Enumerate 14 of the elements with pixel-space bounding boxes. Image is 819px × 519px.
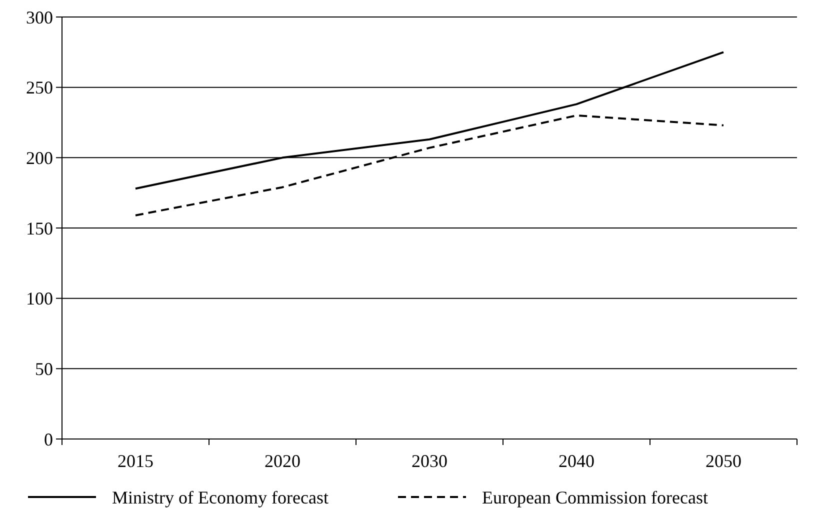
y-tick-label: 50: [35, 358, 53, 379]
y-tick-label: 150: [26, 218, 53, 238]
y-tick-label: 200: [26, 148, 53, 168]
y-tick-label: 250: [26, 78, 53, 98]
x-tick-label: 2050: [706, 451, 742, 471]
y-tick-label: 300: [26, 7, 53, 28]
y-tick-label: 100: [26, 288, 53, 309]
legend-label: Ministry of Economy forecast: [112, 487, 328, 508]
legend-label: European Commission forecast: [482, 487, 708, 508]
y-tick-label: 0: [44, 429, 53, 450]
x-tick-label: 2020: [264, 451, 300, 471]
x-tick-label: 2030: [412, 451, 448, 471]
x-tick-label: 2015: [118, 451, 154, 471]
x-tick-label: 2040: [558, 451, 594, 471]
